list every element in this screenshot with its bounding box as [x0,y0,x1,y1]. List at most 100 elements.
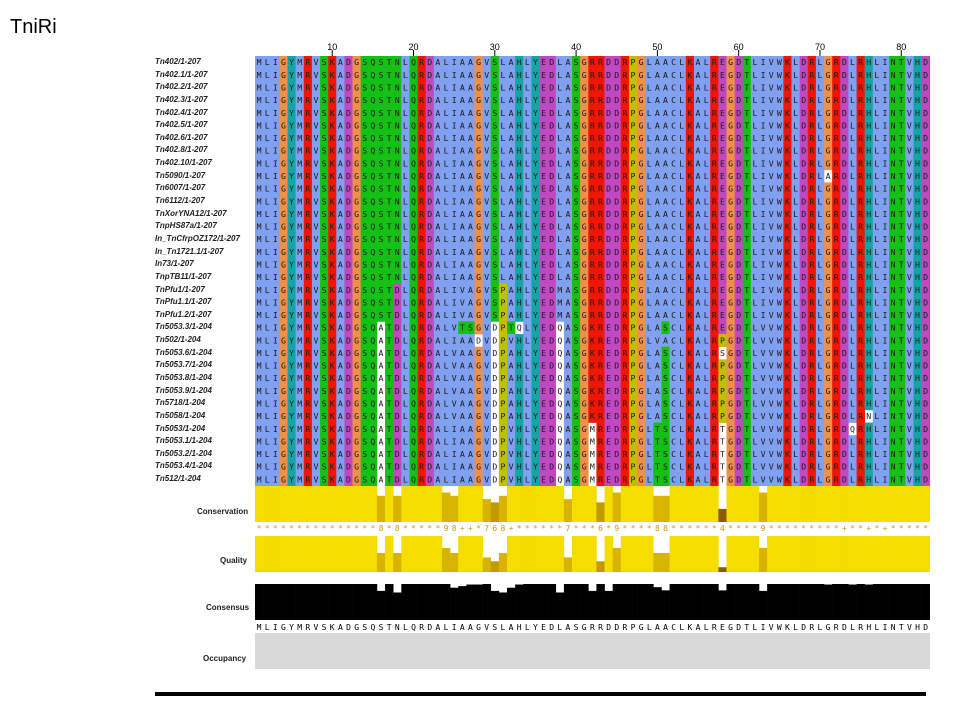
residue-letter: G [639,424,644,434]
residue-letter: D [736,196,741,206]
residue-letter: Y [289,297,294,307]
residue-letter: H [517,399,522,409]
residue-letter: A [338,323,343,333]
residue-letter: L [704,411,709,421]
residue-cell [645,68,654,82]
residue-letter: R [598,70,603,80]
residue-cell [563,106,573,120]
residue-cell [669,93,679,107]
residue-letter: L [704,57,709,67]
residue-letter: L [647,272,652,282]
residue-letter: G [476,133,481,143]
residue-letter: S [492,222,497,232]
residue-letter: P [631,335,636,345]
residue-cell [791,106,800,120]
residue-letter: A [468,120,473,130]
residue-cell [352,93,361,107]
residue-letter: L [874,424,879,434]
residue-cell [360,106,370,120]
residue-letter: R [622,323,627,333]
residue-cell [376,144,386,158]
residue-cell [645,119,654,133]
residue-letter: H [517,209,522,219]
residue-letter: L [557,259,562,269]
sequence-name: Tn5053.8/1-204 [155,372,212,385]
residue-letter: W [777,424,782,434]
residue-letter: L [557,272,562,282]
residue-letter: L [557,247,562,257]
residue-letter: D [549,209,554,219]
residue-cell [775,106,784,120]
residue-letter: S [322,171,327,181]
residue-letter: M [297,222,302,232]
residue-cell [880,106,890,120]
residue-letter: A [509,120,514,130]
residue-letter: L [444,323,449,333]
residue-letter: S [379,133,384,143]
residue-letter: G [728,95,733,105]
residue-letter: A [509,285,514,295]
residue-letter: M [257,70,262,80]
residue-cell [498,131,508,145]
residue-cell [506,119,516,133]
residue-cell [295,68,305,82]
residue-letter: S [574,184,579,194]
residue-cell [466,119,475,133]
residue-cell [767,56,776,69]
residue-letter: W [777,234,782,244]
residue-cell [425,81,435,95]
residue-letter: G [281,120,286,130]
residue-cell [466,68,475,82]
residue-letter: L [647,158,652,168]
residue-letter: I [452,310,457,320]
residue-cell [726,106,735,120]
residue-cell [710,106,719,120]
residue-letter: T [387,171,392,181]
residue-cell [580,68,589,82]
residue-letter: R [622,95,627,105]
residue-letter: N [891,285,896,295]
residue-letter: P [720,373,725,383]
residue-letter: G [826,335,831,345]
residue-letter: A [696,120,701,130]
residue-letter: D [923,424,928,434]
residue-letter: K [330,95,335,105]
residue-cell [750,131,760,145]
residue-letter: L [817,386,822,396]
residue-letter: G [582,310,587,320]
residue-letter: T [744,120,749,130]
residue-cell [905,93,914,107]
residue-cell [482,119,492,133]
residue-letter: L [679,158,684,168]
residue-cell [815,68,825,82]
residue-letter: T [744,209,749,219]
residue-letter: L [752,411,757,421]
residue-letter: L [752,146,757,156]
residue-letter: D [923,386,928,396]
residue-letter: A [655,184,660,194]
residue-cell [539,119,548,133]
residue-cell [572,56,581,69]
residue-letter: G [476,411,481,421]
residue-letter: L [850,348,855,358]
residue-cell [742,56,752,69]
residue-letter: E [541,348,546,358]
residue-letter: R [598,234,603,244]
residue-letter: M [297,399,302,409]
residue-letter: D [346,184,351,194]
residue-letter: L [679,411,684,421]
residue-letter: D [606,95,611,105]
residue-cell [417,81,427,95]
residue-letter: S [322,272,327,282]
residue-letter: V [313,411,318,421]
residue-letter: R [419,348,424,358]
residue-cell [393,106,402,120]
residue-cell [263,81,272,95]
residue-letter: R [590,120,595,130]
residue-letter: A [460,95,465,105]
residue-letter: W [777,323,782,333]
residue-cell [726,81,735,95]
residue-letter: L [793,222,798,232]
residue-letter: I [273,323,278,333]
residue-letter: T [387,411,392,421]
